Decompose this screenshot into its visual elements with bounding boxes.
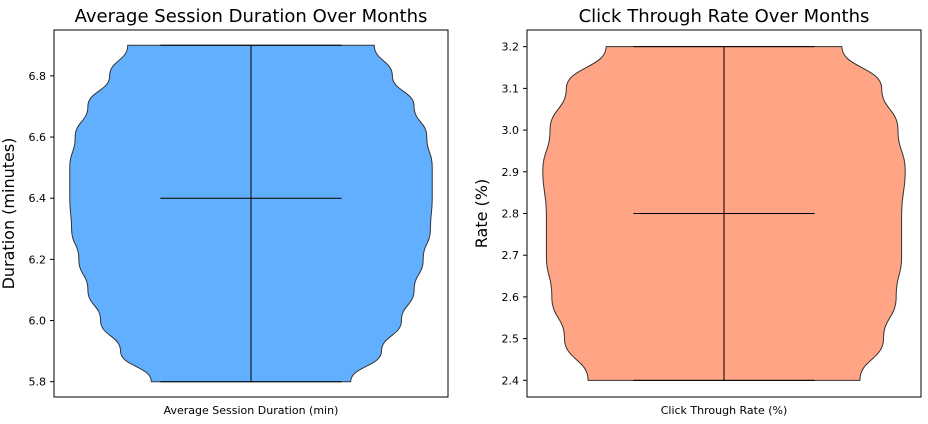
- y-tick-label: 6.4: [29, 192, 47, 205]
- chart-panel-1: 5.8 6.0 6.2 6.4 6.6 6.8 Average Session Durati…: [0, 6, 449, 417]
- y-tick-label: 2.8: [502, 208, 520, 221]
- y-axis-label: Duration (minutes): [0, 138, 18, 290]
- x-tick-label: Click Through Rate (%): [661, 404, 788, 417]
- y-tick-label: 2.9: [502, 166, 520, 179]
- y-tick-label: 6.0: [29, 315, 47, 328]
- y-tick-label: 3.0: [502, 124, 520, 137]
- y-axis-label: Rate (%): [472, 179, 491, 248]
- y-tick-label: 6.8: [29, 70, 47, 83]
- y-tick-label: 2.7: [502, 249, 520, 262]
- chart-title: Click Through Rate Over Months: [579, 6, 870, 27]
- chart-panel-2: 2.4 2.5 2.6 2.7 2.8 2.9 3.0 3.1 3.2 Click Through…: [472, 6, 922, 417]
- y-tick-label: 2.4: [502, 374, 520, 387]
- chart-title: Average Session Duration Over Months: [75, 6, 428, 27]
- y-tick-label: 6.2: [29, 253, 47, 266]
- y-tick-label: 3.1: [502, 82, 520, 95]
- y-tick-label: 5.8: [29, 376, 47, 389]
- y-tick-label: 2.6: [502, 291, 520, 304]
- y-tick-label: 6.6: [29, 131, 47, 144]
- y-tick-label: 2.5: [502, 333, 520, 346]
- x-tick-label: Average Session Duration (min): [164, 404, 339, 417]
- y-tick-label: 3.2: [502, 41, 520, 54]
